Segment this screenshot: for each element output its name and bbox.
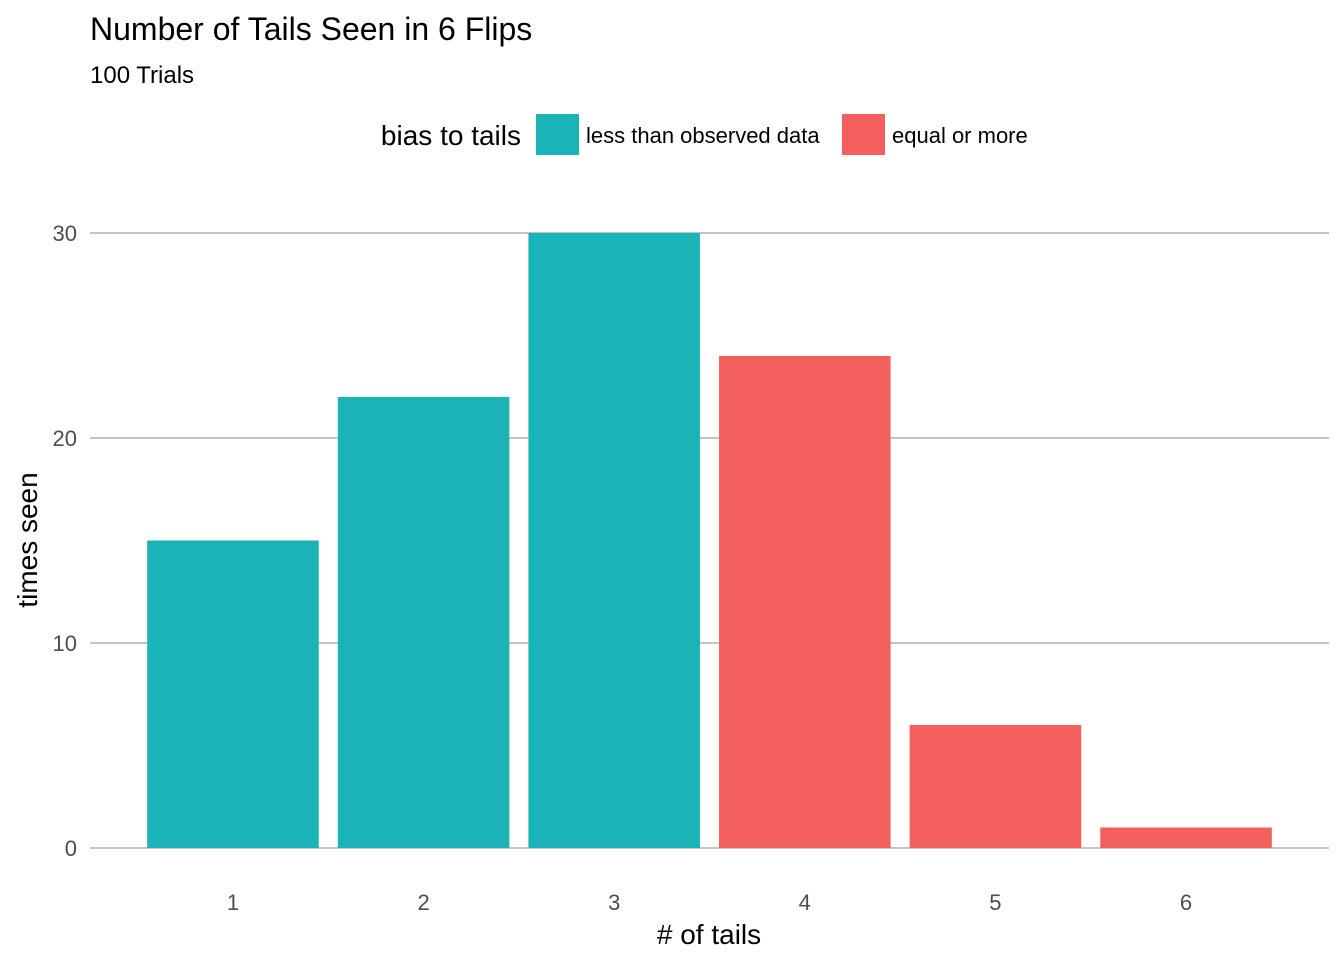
bar-5 xyxy=(909,725,1082,848)
bars xyxy=(147,233,1272,848)
legend-title: bias to tails xyxy=(381,120,521,151)
bar-1 xyxy=(147,540,319,848)
x-tick-label: 4 xyxy=(799,890,811,915)
legend: bias to tails less than observed data eq… xyxy=(381,114,1028,155)
x-tick-label: 1 xyxy=(227,890,239,915)
y-axis-tick-labels: 0 10 20 30 xyxy=(53,221,77,861)
x-tick-label: 5 xyxy=(989,890,1001,915)
y-tick-label: 20 xyxy=(53,426,77,451)
y-tick-label: 0 xyxy=(65,836,77,861)
legend-label-less: less than observed data xyxy=(586,123,820,148)
x-axis-label: # of tails xyxy=(657,919,761,950)
legend-label-equal-or-more: equal or more xyxy=(892,123,1028,148)
bar-2 xyxy=(337,397,510,848)
chart-subtitle: 100 Trials xyxy=(90,62,194,89)
legend-swatch-less xyxy=(536,114,579,155)
x-tick-label: 6 xyxy=(1180,890,1192,915)
y-tick-label: 10 xyxy=(53,631,77,656)
y-axis-label: times seen xyxy=(12,472,43,607)
bar-6 xyxy=(1100,827,1272,848)
x-axis-tick-labels: 1 2 3 4 5 6 xyxy=(227,890,1192,915)
legend-swatch-equal-or-more xyxy=(842,114,885,155)
x-tick-label: 3 xyxy=(608,890,620,915)
chart-title: Number of Tails Seen in 6 Flips xyxy=(90,11,532,47)
bar-3 xyxy=(528,233,700,848)
y-tick-label: 30 xyxy=(53,221,77,246)
bar-4 xyxy=(719,356,891,848)
x-tick-label: 2 xyxy=(417,890,429,915)
